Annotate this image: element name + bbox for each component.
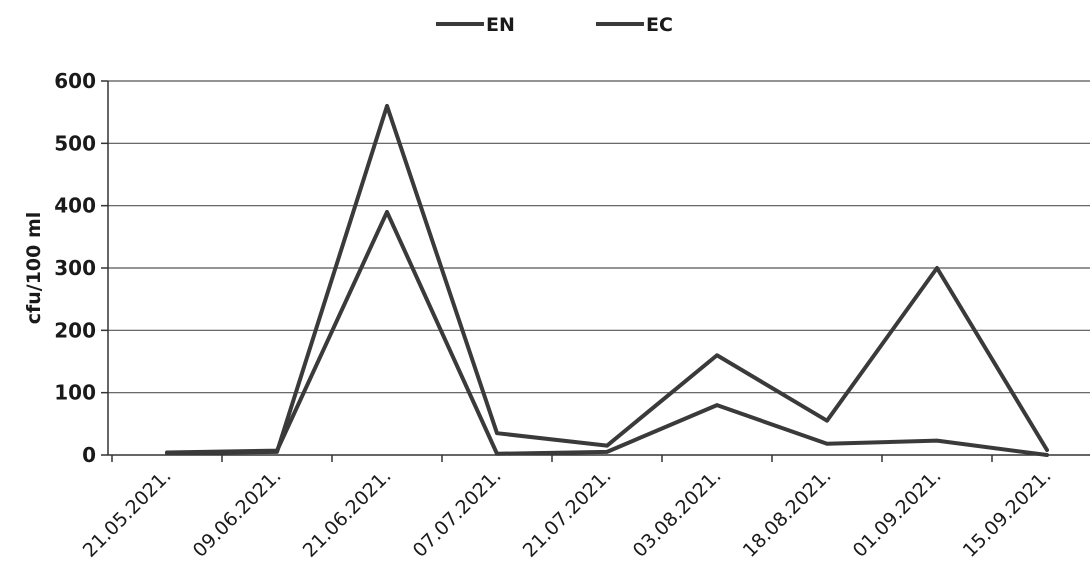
x-tick-label: 21.06.2021. [299, 465, 396, 562]
x-tick-label: 21.05.2021. [79, 465, 176, 562]
y-tick-label: 500 [54, 131, 96, 155]
y-axis-ticks: 0 100 200 300 400 500 600 [54, 69, 108, 467]
data-point-ec [385, 104, 389, 108]
data-point-ec [165, 451, 169, 455]
axes [107, 81, 1090, 456]
data-point-ec [495, 431, 499, 435]
series-line-en [165, 209, 1049, 457]
x-tick-label: 01.09.2021. [849, 465, 946, 562]
legend-label-ec: EC [646, 14, 673, 36]
data-point-ec [1045, 448, 1049, 452]
x-tick-label: 21.07.2021. [519, 465, 616, 562]
data-point-ec [275, 450, 279, 454]
data-point-en [715, 403, 719, 407]
legend-item-ec: EC [596, 14, 673, 36]
y-axis-label: cfu/100 ml [23, 212, 45, 325]
data-point-en [935, 438, 939, 443]
data-point-en [385, 210, 389, 214]
data-point-en [825, 441, 829, 446]
data-point-en [1045, 453, 1049, 457]
series-lines [165, 103, 1049, 457]
data-point-ec [715, 353, 719, 358]
legend-label-en: EN [486, 14, 515, 36]
x-axis-ticks: 21.05.2021. 09.06.2021. 21.06.2021. 07.07.2… [79, 455, 1056, 562]
gridlines [108, 80, 1090, 394]
legend-item-en: EN [436, 14, 515, 36]
legend: EN EC [436, 14, 673, 36]
data-point-ec [935, 266, 939, 270]
y-tick-label: 0 [82, 443, 96, 467]
y-tick-label: 400 [54, 194, 96, 218]
data-point-ec [605, 443, 609, 448]
y-tick-label: 300 [54, 256, 96, 280]
x-tick-label: 18.08.2021. [739, 465, 836, 562]
x-tick-label: 07.07.2021. [409, 465, 506, 562]
x-tick-label: 03.08.2021. [629, 465, 726, 562]
y-tick-label: 200 [54, 318, 96, 342]
y-tick-label: 600 [54, 69, 96, 93]
x-tick-label: 15.09.2021. [959, 465, 1056, 562]
y-tick-label: 100 [54, 381, 96, 405]
data-point-ec [825, 418, 829, 423]
data-point-en [495, 451, 499, 456]
x-tick-label: 09.06.2021. [189, 465, 286, 562]
data-point-en [605, 450, 609, 454]
